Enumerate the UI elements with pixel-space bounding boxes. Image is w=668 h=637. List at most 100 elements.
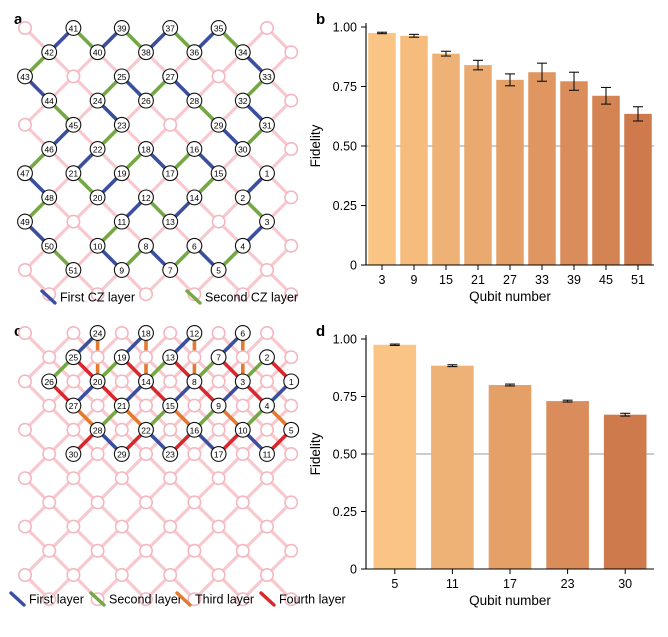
qubit-label: 22: [93, 145, 103, 155]
qubit-label: 29: [117, 450, 127, 460]
lattice-node: [42, 350, 57, 365]
qubit-label: 1: [265, 169, 270, 179]
lattice-node: [284, 287, 299, 302]
qubit-label: 28: [93, 425, 103, 435]
error-bar: [473, 59, 483, 71]
qubit-label: 33: [262, 72, 272, 82]
qubit-node: [210, 397, 227, 414]
qubit-label: 24: [93, 96, 103, 106]
qubit-node: [210, 262, 227, 278]
qubit-label: 41: [69, 24, 79, 34]
lattice-node: [284, 495, 299, 510]
bar-27: [496, 79, 524, 265]
qubit-node: [89, 92, 106, 109]
qubit-node: [186, 325, 203, 341]
qubit-node: [234, 421, 251, 438]
lattice-node: [66, 214, 81, 229]
qubit-label: 26: [141, 96, 151, 106]
lattice-node: [114, 325, 129, 340]
error-bar: [505, 383, 515, 387]
qubit-label: 3: [265, 217, 270, 227]
qubit-label: 13: [165, 217, 175, 227]
legend-label: First layer: [29, 593, 84, 607]
lattice-node: [235, 592, 250, 607]
lattice-node: [259, 519, 274, 534]
qubit-node: [186, 44, 203, 61]
qubit-label: 14: [190, 193, 200, 203]
lattice-node: [187, 398, 202, 413]
lattice-node: [90, 287, 105, 302]
legend-label: Second CZ layer: [205, 291, 298, 305]
qubit-node: [162, 446, 179, 462]
legend-label: First CZ layer: [60, 291, 135, 305]
x-tick-label: 3: [379, 273, 386, 287]
lattice-node: [259, 325, 274, 340]
qubit-label: 6: [192, 241, 197, 251]
lattice-node: [139, 287, 154, 302]
qubit-label: 8: [192, 377, 197, 387]
qubit-node: [283, 373, 300, 390]
lattice-node: [284, 350, 299, 365]
lattice-node: [284, 142, 299, 157]
qubit-label: 16: [190, 425, 200, 435]
qubit-label: 30: [238, 145, 248, 155]
lattice-node: [187, 592, 202, 607]
lattice-node: [211, 471, 226, 486]
qubit-label: 2: [265, 353, 270, 363]
lattice-node: [284, 446, 299, 461]
x-tick-label: 51: [631, 273, 645, 287]
qubit-node: [138, 141, 154, 157]
legend-label: Fourth layer: [279, 593, 346, 607]
qubit-node: [41, 92, 58, 109]
qubit-label: 50: [44, 241, 54, 251]
x-tick-label: 33: [535, 273, 549, 287]
lattice-node: [284, 543, 299, 558]
qubit-label: 4: [265, 401, 270, 411]
lattice-node: [66, 325, 81, 340]
lattice-node: [114, 422, 129, 437]
qubit-node: [89, 44, 106, 61]
qubit-label: 10: [238, 425, 248, 435]
qubit-label: 47: [20, 169, 30, 179]
lattice-node: [259, 20, 274, 35]
x-tick-label: 27: [503, 273, 517, 287]
qubit-node: [65, 349, 82, 366]
lattice-node: [139, 543, 154, 558]
y-tick-label: 1.00: [333, 333, 357, 347]
qubit-label: 9: [119, 266, 124, 276]
lattice-node: [211, 519, 226, 534]
qubit-node: [89, 141, 106, 157]
qubit-node: [113, 349, 130, 366]
lattice-node: [211, 214, 226, 229]
error-bar: [377, 31, 387, 35]
x-tick-label: 17: [503, 577, 517, 591]
qubit-node: [89, 421, 106, 438]
qubit-label: 15: [165, 401, 175, 411]
qubit-node: [113, 20, 130, 36]
legend-label: Second layer: [109, 593, 182, 607]
qubit-label: 24: [93, 329, 103, 339]
lattice-node: [42, 495, 57, 510]
bar-51: [624, 113, 652, 266]
bar-39: [560, 81, 588, 265]
lattice-node: [235, 350, 250, 365]
qubit-label: 45: [69, 120, 79, 130]
bar-11: [431, 365, 474, 569]
lattice-node: [259, 262, 274, 277]
qubit-node: [259, 446, 275, 462]
bar-9: [400, 35, 428, 265]
lattice-node: [66, 422, 81, 437]
qubit-node: [138, 44, 154, 61]
qubit-label: 37: [165, 24, 175, 34]
qubit-label: 7: [168, 266, 173, 276]
qubit-node: [113, 262, 130, 278]
labelled-qubits: 24 18 12 6 25 19 13 7 2 26 20 14 8 3 1 27 21 15 9 4 28 22 16 10…: [41, 325, 300, 462]
x-tick-label: 15: [439, 273, 453, 287]
qubit-label: 28: [190, 96, 200, 106]
qubit-label: 31: [262, 120, 272, 130]
lattice-node: [114, 471, 129, 486]
lattice-node: [66, 471, 81, 486]
qubit-node: [186, 92, 203, 109]
qubit-label: 39: [117, 24, 127, 34]
